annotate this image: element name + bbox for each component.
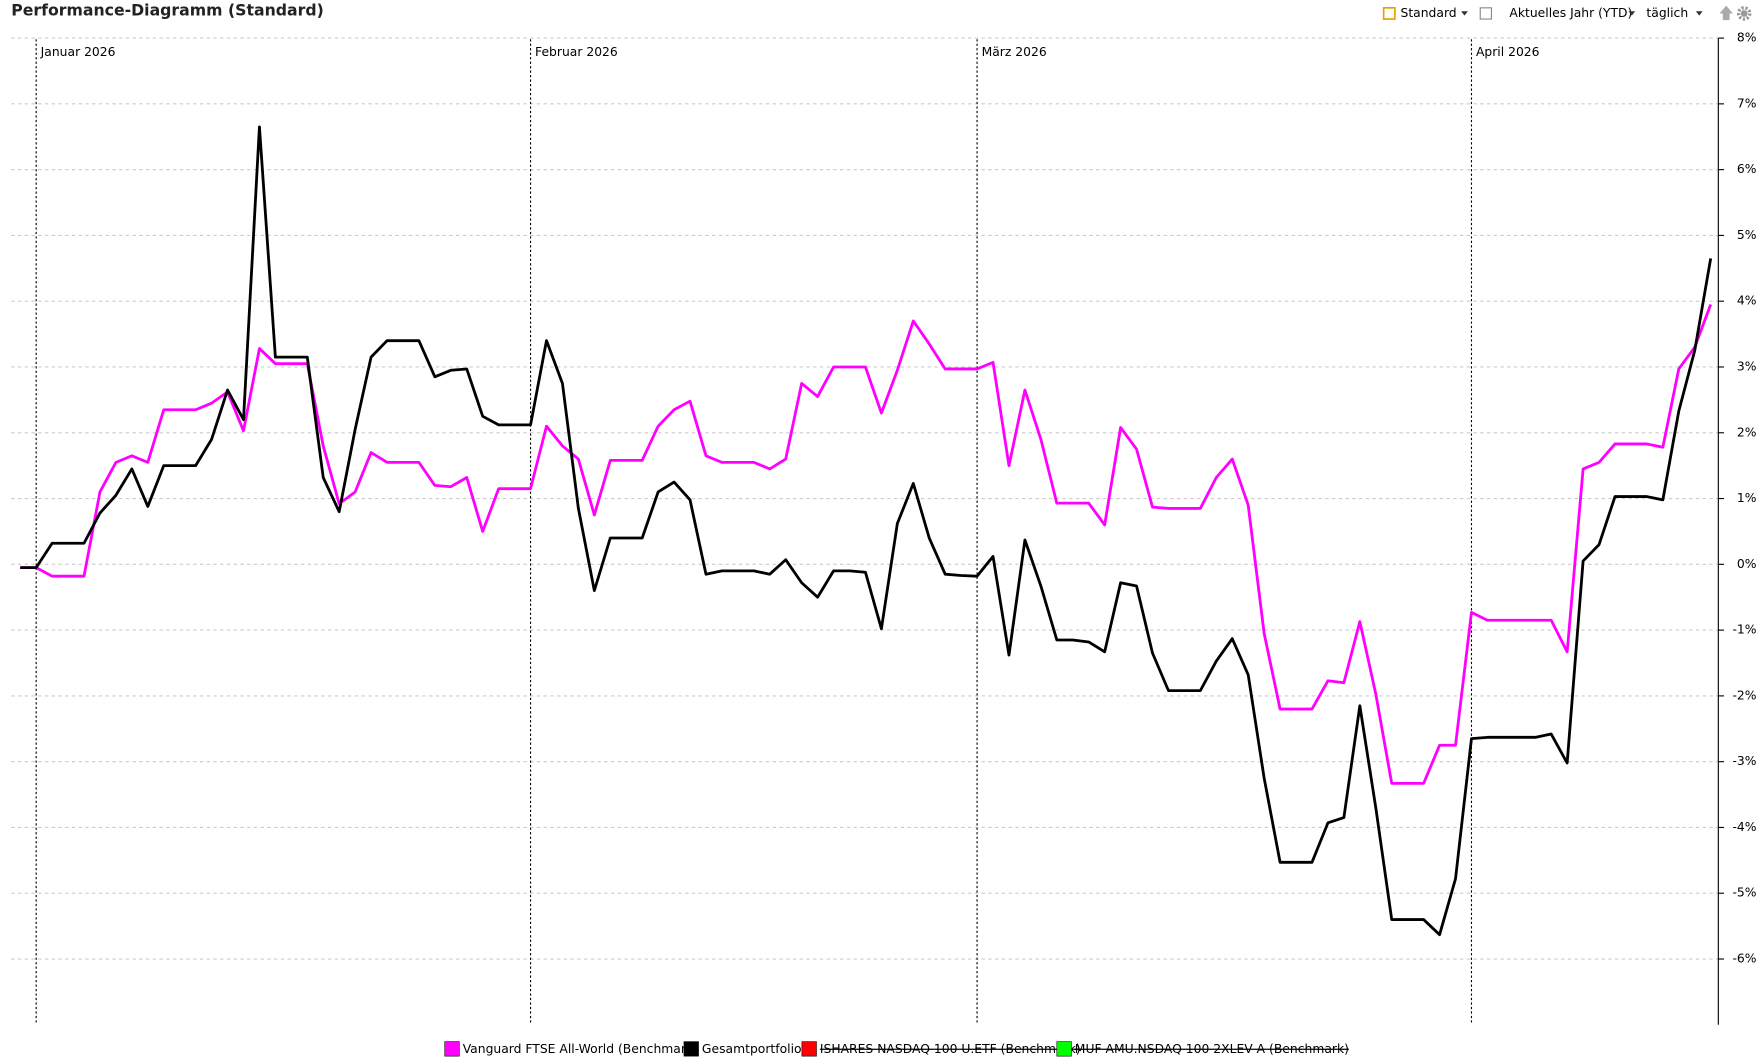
- export-button[interactable]: [1719, 5, 1733, 21]
- y-tick-label: 3%: [1737, 359, 1757, 373]
- legend-swatch: [444, 1041, 460, 1057]
- y-tick-label: -5%: [1732, 886, 1756, 900]
- y-tick-label: -6%: [1732, 952, 1756, 966]
- dropdown-arrow[interactable]: [1461, 11, 1468, 16]
- legend-entry[interactable]: Gesamtportfolio: [702, 1042, 802, 1056]
- y-tick-label: -2%: [1732, 688, 1756, 702]
- chart-title: Performance-Diagramm (Standard): [11, 1, 324, 20]
- y-tick-label: 5%: [1737, 228, 1757, 242]
- legend-entry[interactable]: Vanguard FTSE All-World (Benchmark): [463, 1042, 698, 1056]
- x-tick-label: März 2026: [982, 45, 1047, 59]
- interval-select[interactable]: täglich: [1646, 6, 1688, 20]
- settings-button[interactable]: [1736, 6, 1752, 21]
- x-tick-label: April 2026: [1476, 45, 1540, 59]
- y-tick-label: 8%: [1737, 31, 1757, 45]
- y-tick-label: -1%: [1732, 623, 1756, 637]
- legend-swatch: [683, 1041, 699, 1057]
- period-select[interactable]: Aktuelles Jahr (YTD): [1509, 6, 1632, 20]
- legend: Vanguard FTSE All-World (Benchmark) Gesam…: [444, 1041, 1349, 1057]
- y-tick-label: 7%: [1737, 96, 1757, 110]
- layout-icon: [1382, 7, 1396, 20]
- legend-swatch: [1056, 1041, 1072, 1057]
- y-tick-label: 0%: [1737, 557, 1757, 571]
- period-icon: [1479, 7, 1493, 20]
- y-tick-label: 6%: [1737, 162, 1757, 176]
- series-line: [20, 125, 1713, 937]
- plot-area: 8% 7% 6% 5% 4% 3% 2% 1% 0% -1% -2% -3% -4% -5% -6% Janu…: [11, 31, 1757, 1025]
- y-tick-label: -4%: [1732, 820, 1756, 834]
- y-tick-label: 4%: [1737, 294, 1757, 308]
- legend-swatch: [801, 1041, 817, 1057]
- series-line: [20, 304, 1713, 785]
- layout-select[interactable]: Standard: [1400, 6, 1456, 20]
- legend-entry[interactable]: ISHARES NASDAQ 100 U.ETF (Benchmark): [820, 1042, 1081, 1056]
- dropdown-arrow[interactable]: [1695, 11, 1703, 16]
- x-tick-label: Januar 2026: [40, 45, 116, 59]
- y-tick-label: 1%: [1737, 491, 1757, 505]
- y-tick-label: -3%: [1732, 754, 1756, 768]
- x-tick-label: Februar 2026: [535, 45, 618, 59]
- toolbar: Standard Aktuelles Jahr (YTD) täglich: [1382, 5, 1752, 21]
- legend-entry[interactable]: MUF AMU.NSDAQ 100 2XLEV A (Benchmark): [1075, 1042, 1349, 1056]
- settings-button-core: [1740, 10, 1748, 17]
- y-tick-label: 2%: [1737, 425, 1757, 439]
- dropdown-arrow[interactable]: [1628, 11, 1636, 16]
